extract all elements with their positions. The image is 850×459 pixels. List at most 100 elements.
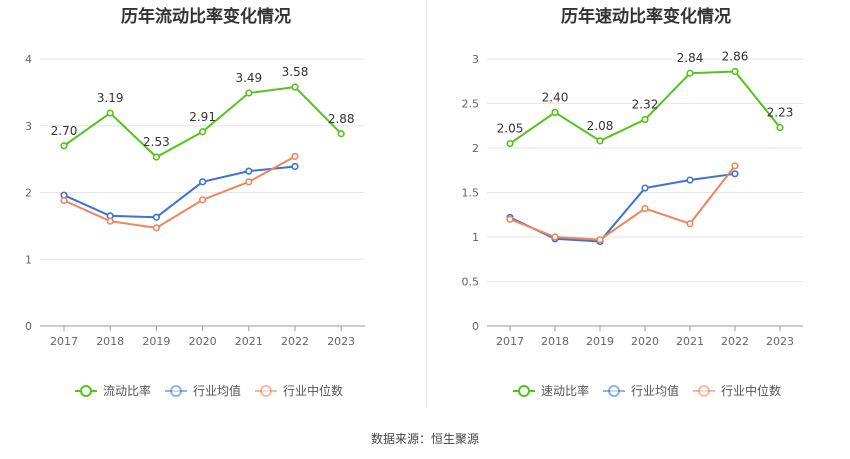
data-point [731, 162, 739, 170]
data-label: 3.58 [282, 65, 309, 79]
x-tick-label: 2021 [676, 335, 704, 348]
legend-marker [698, 385, 710, 397]
data-point [152, 224, 160, 232]
x-tick-label: 2020 [631, 335, 659, 348]
legend-label: 行业均值 [631, 383, 679, 398]
data-label: 2.05 [497, 122, 524, 136]
x-tick-label: 2018 [541, 335, 569, 348]
data-point [245, 89, 253, 97]
y-tick-label: 2.5 [462, 98, 480, 111]
x-tick-label: 2017 [50, 335, 78, 348]
data-point [106, 109, 114, 117]
x-tick-label: 2019 [586, 335, 614, 348]
data-label: 2.32 [632, 98, 659, 112]
y-tick-label: 0.5 [462, 276, 480, 289]
legend-marker [80, 385, 92, 397]
y-tick-label: 2 [25, 187, 32, 200]
data-label: 3.19 [97, 91, 124, 105]
data-point [776, 123, 784, 132]
data-point [199, 128, 207, 136]
x-tick-label: 2019 [142, 335, 170, 348]
data-point [596, 137, 604, 145]
data-label: 3.49 [235, 71, 262, 85]
x-tick-label: 2022 [281, 335, 309, 348]
legend-item[interactable]: 速动比率 [513, 383, 589, 398]
data-source-note: 数据来源：恒生聚源 [370, 432, 479, 446]
legend-marker [260, 385, 272, 397]
legend-marker [608, 385, 620, 397]
data-point [641, 184, 649, 192]
chart-title-current-ratio: 历年流动比率变化情况 [121, 7, 291, 27]
data-point [60, 196, 68, 205]
data-point [641, 115, 649, 124]
data-point [731, 170, 739, 178]
data-point [686, 69, 694, 77]
legend-item[interactable]: 行业中位数 [693, 383, 781, 398]
y-tick-label: 1.5 [462, 187, 480, 200]
x-tick-label: 2023 [327, 335, 355, 348]
data-point [60, 142, 68, 150]
x-tick-label: 2018 [96, 335, 124, 348]
data-point [245, 178, 253, 186]
y-tick-label: 3 [472, 53, 479, 66]
data-point [337, 130, 345, 138]
legend-label: 行业中位数 [721, 383, 781, 398]
y-tick-label: 0 [25, 320, 32, 333]
data-point [291, 83, 299, 91]
chart-title-quick-ratio: 历年速动比率变化情况 [561, 7, 731, 27]
chart-0: 0 1 2 3 4 2017 2018 2019 2020 2021 2022 2023 2.70 3.1… [25, 53, 365, 398]
y-tick-label: 1 [472, 231, 479, 244]
x-tick-label: 2023 [766, 335, 794, 348]
series-line-1 [63, 165, 296, 219]
legend-label: 流动比率 [103, 383, 151, 398]
data-point [686, 220, 694, 228]
data-point [596, 236, 604, 244]
legend-item[interactable]: 行业均值 [165, 383, 241, 398]
data-point [291, 152, 299, 161]
data-label: 2.70 [51, 124, 78, 138]
legend-marker [518, 385, 530, 397]
data-label: 2.08 [587, 119, 614, 133]
data-point [506, 139, 514, 148]
legend-item[interactable]: 流动比率 [75, 383, 151, 398]
chart-1: 0 0.5 1 1.5 2 2.5 3 2017 2018 2019 2020 2021 2022 202… [462, 49, 803, 398]
legend-label: 行业中位数 [283, 383, 343, 398]
data-label: 2.53 [143, 135, 170, 149]
data-point [291, 162, 299, 171]
data-label: 2.88 [328, 112, 355, 126]
x-tick-label: 2017 [496, 335, 524, 348]
series-line-2 [63, 155, 296, 229]
legend-label: 速动比率 [541, 383, 589, 398]
data-label: 2.23 [767, 106, 794, 120]
data-point [199, 196, 207, 204]
chart-divider [426, 0, 427, 408]
data-point [731, 67, 739, 76]
data-point [152, 153, 160, 161]
data-point [106, 217, 114, 225]
y-tick-label: 1 [25, 253, 32, 266]
legend-item[interactable]: 行业均值 [603, 383, 679, 398]
legend-label: 行业均值 [193, 383, 241, 398]
x-tick-label: 2021 [235, 335, 263, 348]
data-point [245, 167, 253, 175]
data-point [641, 204, 649, 213]
data-point [152, 213, 160, 221]
y-tick-label: 3 [25, 120, 32, 133]
data-label: 2.86 [722, 49, 749, 63]
y-tick-label: 2 [472, 142, 479, 155]
data-point [551, 108, 559, 116]
data-label: 2.40 [542, 90, 569, 104]
legend-item[interactable]: 行业中位数 [255, 383, 343, 398]
data-point [199, 178, 207, 186]
charts-canvas: 0 1 2 3 4 2017 2018 2019 2020 2021 2022 2023 2.70 3.1… [25, 49, 803, 398]
series-line-2 [509, 165, 736, 241]
data-label: 2.91 [189, 110, 216, 124]
data-point [551, 233, 559, 241]
y-tick-label: 4 [25, 53, 32, 66]
x-tick-label: 2022 [721, 335, 749, 348]
data-point [686, 176, 694, 184]
data-point [506, 215, 514, 223]
series-line-1 [509, 172, 736, 243]
x-tick-label: 2020 [189, 335, 217, 348]
legend-marker [170, 385, 182, 397]
